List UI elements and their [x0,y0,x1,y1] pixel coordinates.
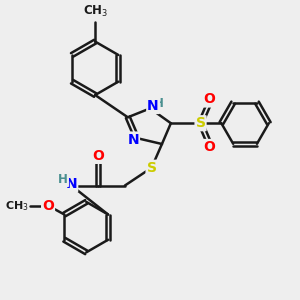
Text: H: H [154,97,163,110]
Text: N: N [147,99,159,113]
Text: S: S [147,161,157,175]
Text: O: O [42,199,54,213]
Text: S: S [196,116,206,130]
Text: N: N [66,177,77,191]
Text: H: H [58,173,68,186]
Text: O: O [203,140,215,154]
Text: CH$_3$: CH$_3$ [82,4,108,19]
Text: N: N [127,133,139,147]
Text: O: O [203,92,215,106]
Text: O: O [92,149,104,163]
Text: CH$_3$: CH$_3$ [5,199,29,212]
